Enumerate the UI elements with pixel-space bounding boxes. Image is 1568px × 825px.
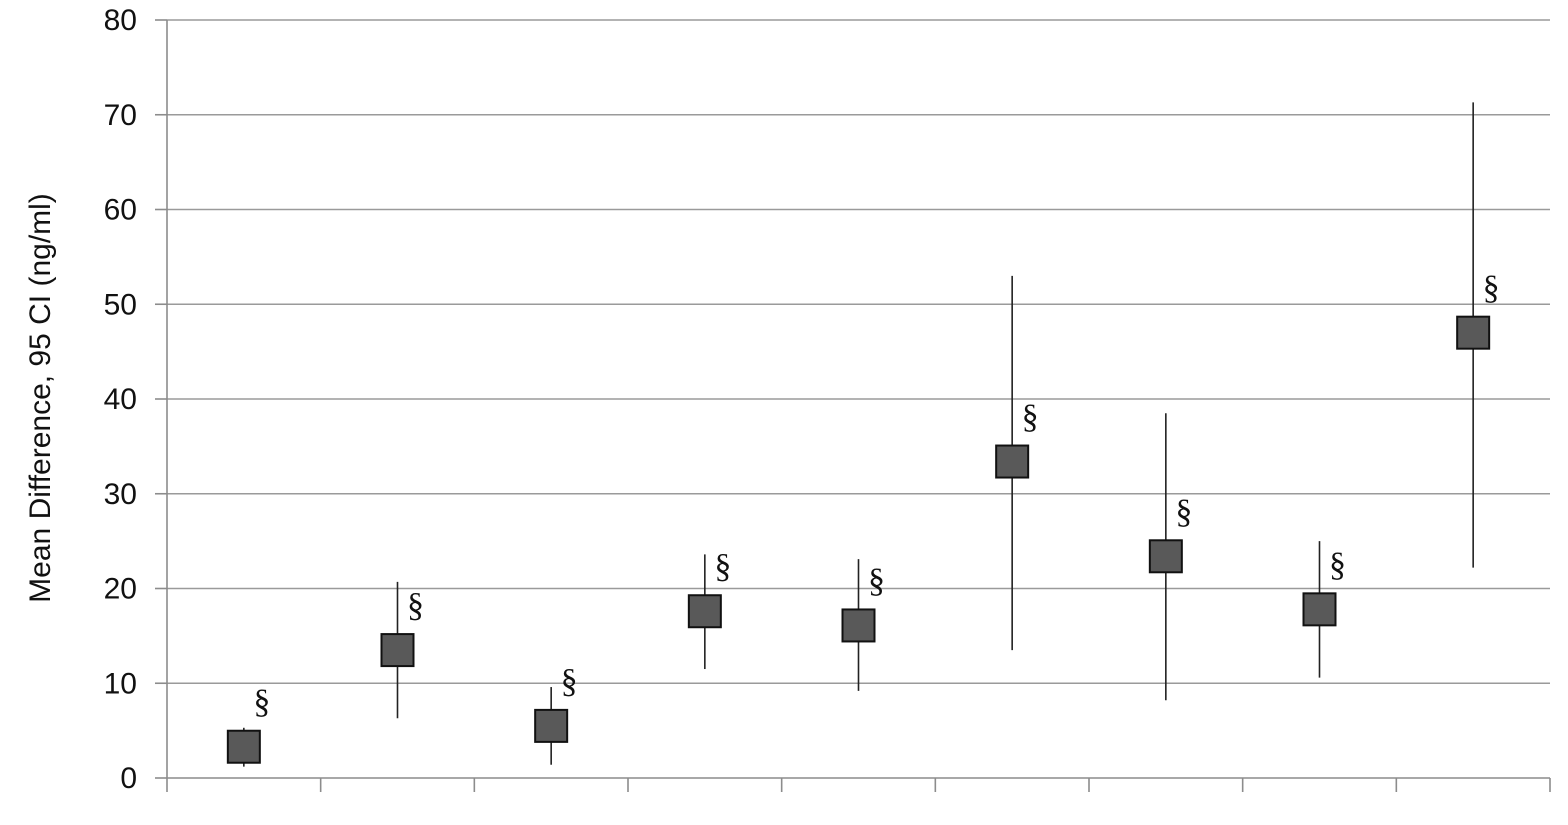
point-label-0: § — [253, 684, 270, 721]
point-label-6: § — [1175, 493, 1192, 530]
point-label-1: § — [407, 587, 424, 624]
data-point-7 — [1302, 592, 1337, 627]
point-label-8: § — [1483, 270, 1500, 307]
data-point-5 — [995, 444, 1030, 479]
y-tick-label-10: 10 — [104, 667, 137, 700]
point-label-4: § — [868, 562, 885, 599]
error-bars — [243, 102, 1474, 767]
axes — [155, 19, 1551, 792]
point-label-5: § — [1022, 399, 1039, 436]
y-tick-label-20: 20 — [104, 573, 137, 606]
data-point-4 — [841, 608, 876, 643]
y-tick-label-50: 50 — [104, 288, 137, 321]
y-axis-label: Mean Difference, 95 CI (ng/ml) — [24, 193, 57, 603]
data-point-0 — [226, 729, 261, 764]
data-point-2 — [534, 708, 569, 743]
y-tick-labels: 0 10 20 30 40 50 60 70 80 — [104, 4, 137, 795]
y-tick-label-80: 80 — [104, 4, 137, 37]
y-tick-label-0: 0 — [120, 762, 137, 795]
point-label-2: § — [561, 663, 578, 700]
y-tick-label-30: 30 — [104, 478, 137, 511]
point-labels: § § § § § § § § § — [253, 270, 1499, 721]
y-tick-label-40: 40 — [104, 383, 137, 416]
data-point-6 — [1148, 539, 1183, 574]
point-label-3: § — [714, 548, 731, 585]
data-points — [226, 315, 1491, 764]
point-label-7: § — [1329, 546, 1346, 583]
data-point-3 — [687, 594, 722, 629]
data-point-8 — [1456, 315, 1491, 350]
y-tick-label-70: 70 — [104, 99, 137, 132]
y-tick-label-60: 60 — [104, 194, 137, 227]
data-point-1 — [380, 633, 415, 668]
